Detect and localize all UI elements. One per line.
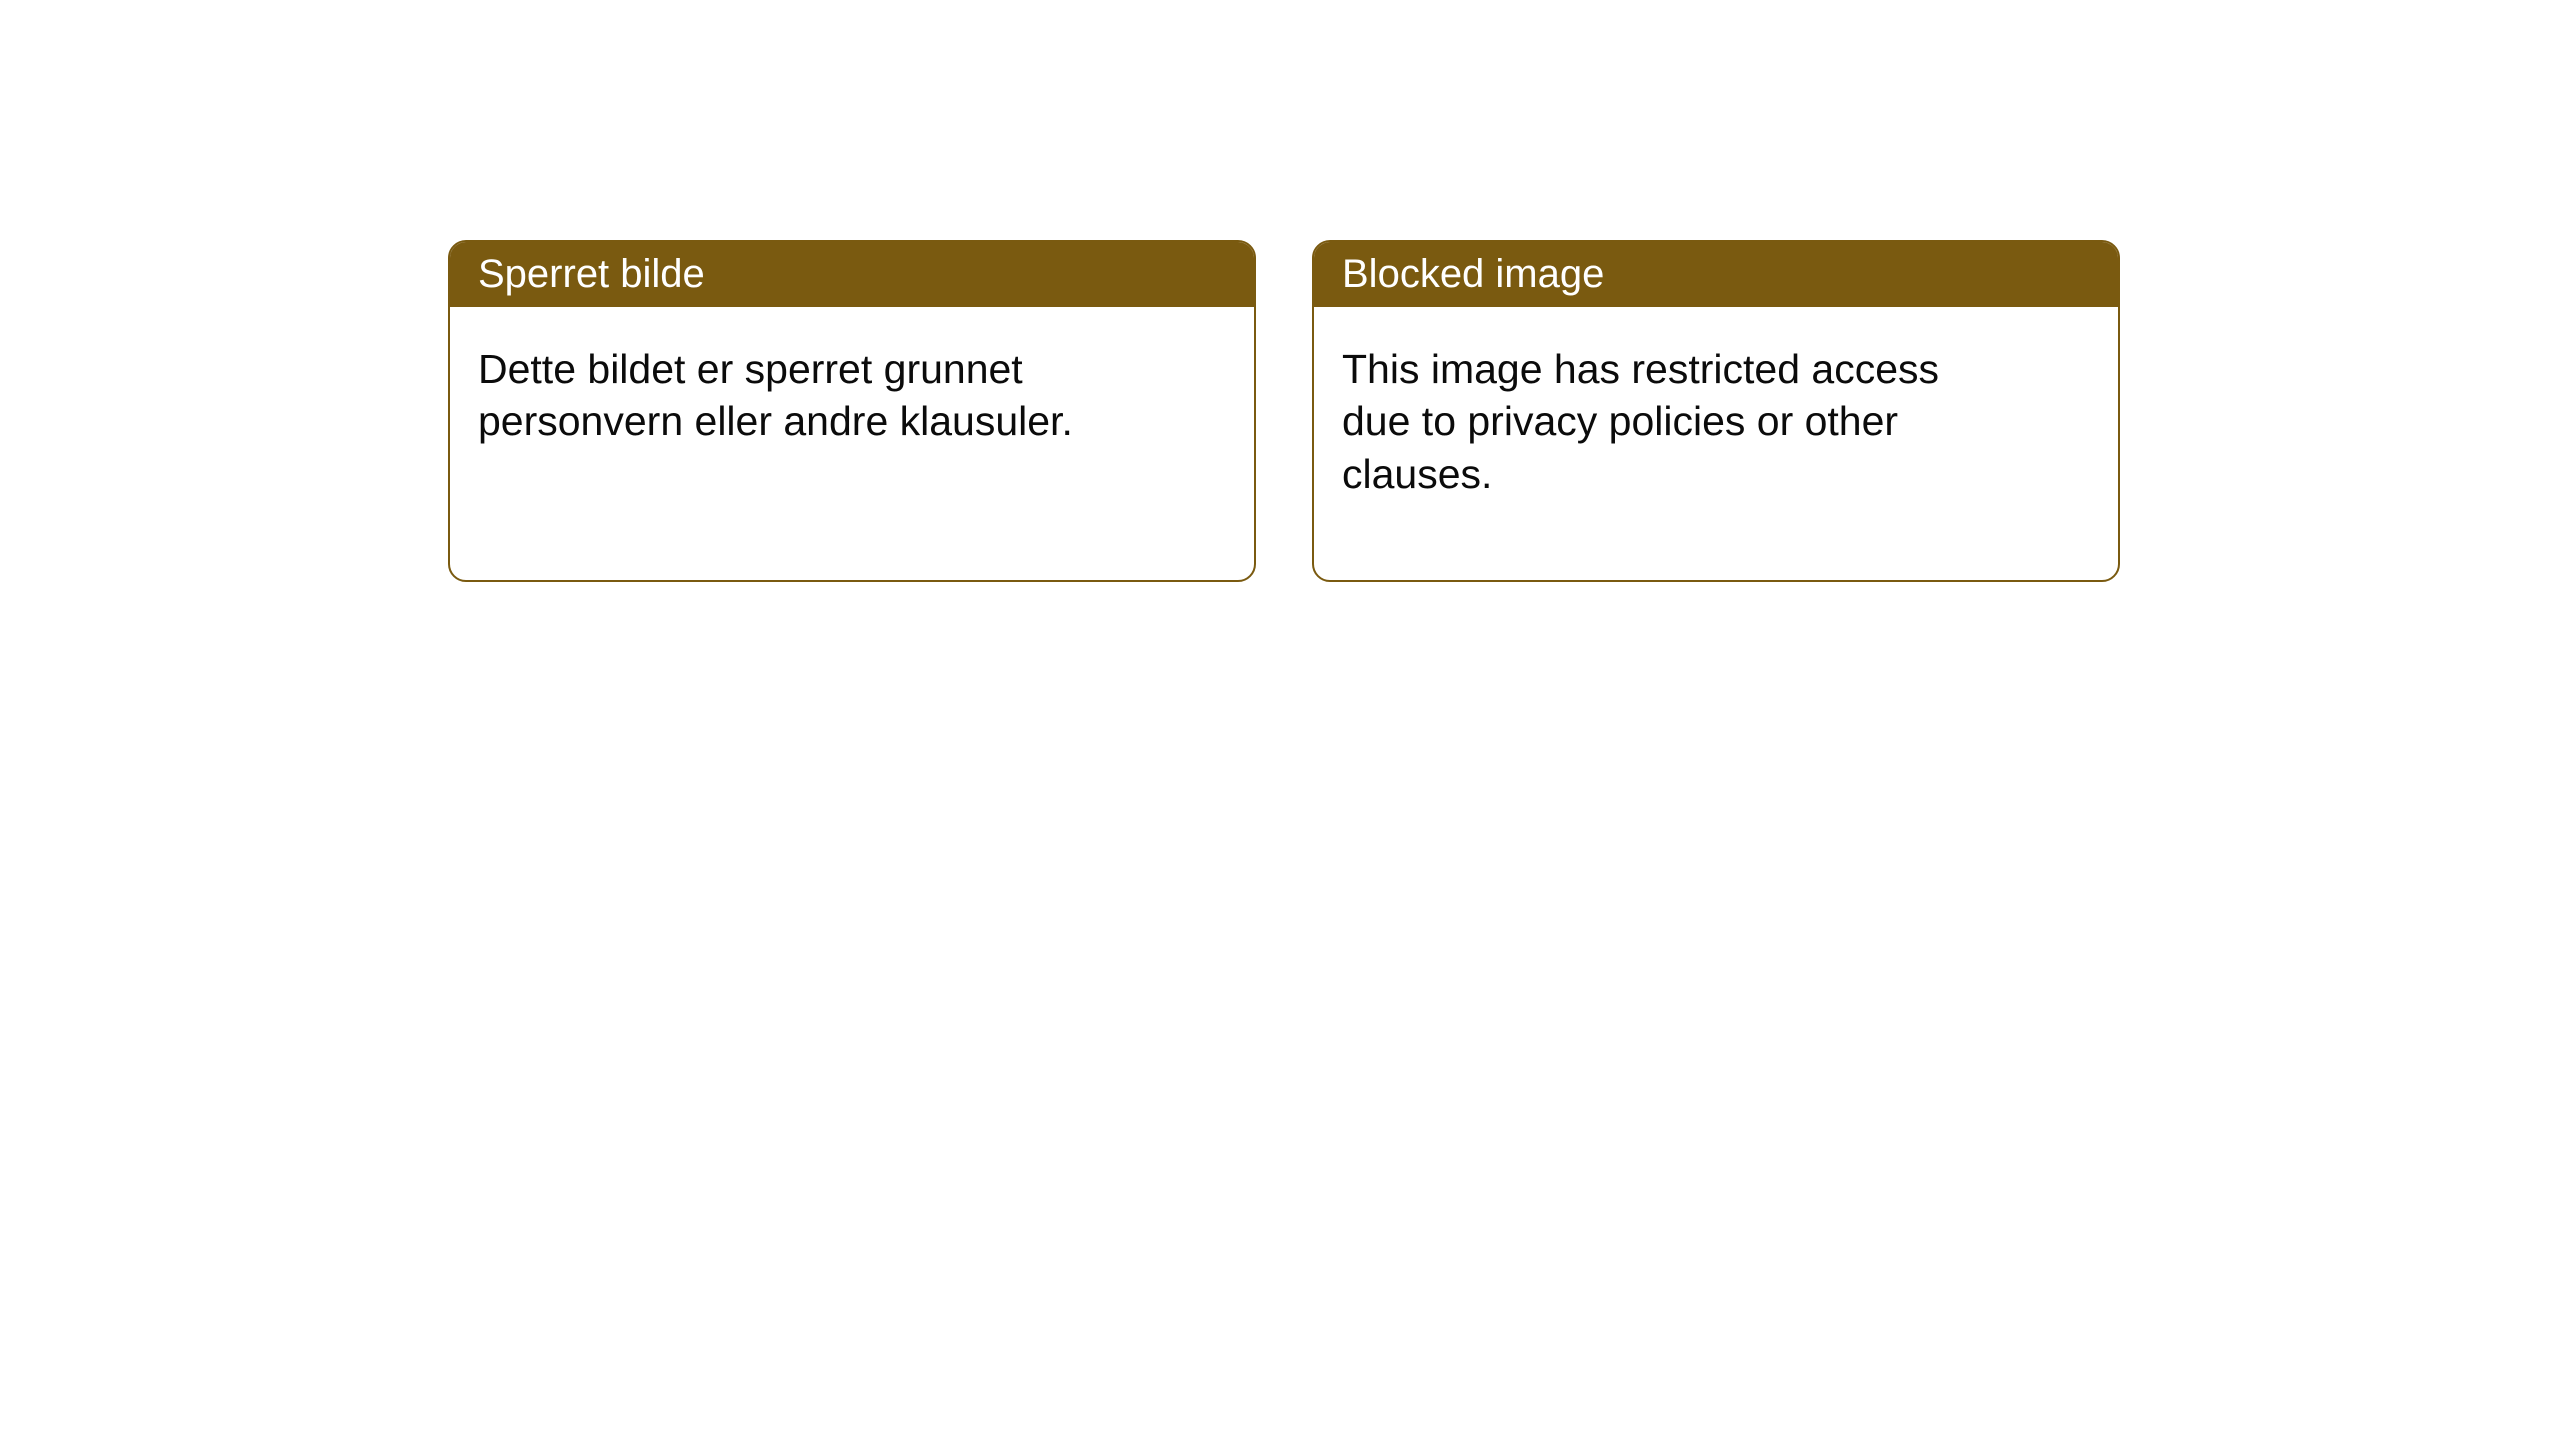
notice-header: Blocked image xyxy=(1314,242,2118,307)
notice-header: Sperret bilde xyxy=(450,242,1254,307)
notice-card-english: Blocked image This image has restricted … xyxy=(1312,240,2120,582)
notice-card-norwegian: Sperret bilde Dette bildet er sperret gr… xyxy=(448,240,1256,582)
notice-container: Sperret bilde Dette bildet er sperret gr… xyxy=(0,0,2560,582)
notice-body: This image has restricted access due to … xyxy=(1314,307,2004,580)
notice-body: Dette bildet er sperret grunnet personve… xyxy=(450,307,1140,528)
